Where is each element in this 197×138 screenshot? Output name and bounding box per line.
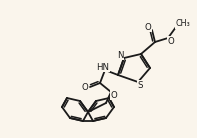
Text: N: N	[117, 51, 123, 59]
Text: CH₃: CH₃	[176, 19, 190, 29]
Text: HN: HN	[97, 63, 110, 71]
Text: O: O	[168, 36, 174, 46]
Text: O: O	[111, 91, 117, 99]
Text: O: O	[145, 22, 151, 31]
Text: O: O	[82, 83, 88, 92]
Text: S: S	[137, 80, 143, 90]
